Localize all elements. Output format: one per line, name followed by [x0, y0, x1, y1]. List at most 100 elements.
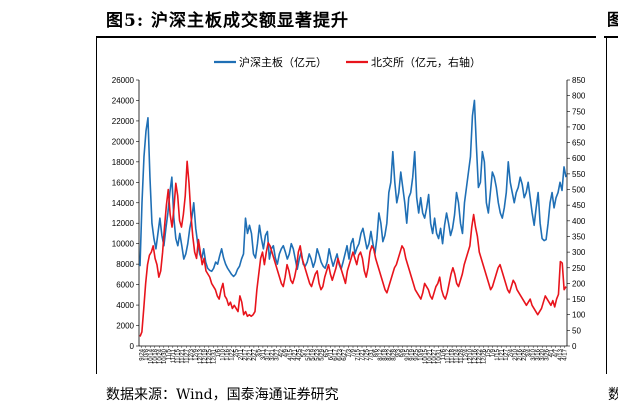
x-tick-label: 10/21	[428, 348, 434, 364]
x-tick-label: 6/27	[342, 348, 348, 360]
x-tick-label: 12/25	[207, 348, 213, 364]
right-tick-label: 400	[572, 217, 586, 226]
x-tick-label: 12/31	[211, 348, 217, 364]
x-tick-label: 6/17	[333, 348, 339, 360]
left-tick-label: 10000	[112, 240, 135, 249]
x-tick-label: 12/4	[464, 348, 470, 360]
series-line-bse	[139, 160, 567, 337]
x-tick-label: 12/3	[189, 348, 195, 360]
right-tick-label: 350	[572, 232, 586, 241]
x-tick-label: 4/25	[297, 348, 303, 360]
left-tick-label: 24000	[112, 96, 135, 105]
x-tick-label: 10/31	[437, 348, 443, 364]
left-tick-label: 22000	[112, 117, 135, 126]
x-tick-label: 3/20	[540, 348, 546, 360]
right-tick-label: 200	[572, 279, 586, 288]
x-tick-label: 12/9	[193, 348, 199, 360]
x-tick-label: 4/21	[292, 348, 298, 360]
right-tick-label: 50	[572, 326, 581, 335]
x-tick-label: 1/9	[491, 348, 497, 357]
data-source-note: 数据来源：Wind，国泰海通证券研究	[106, 387, 339, 403]
edge-figure-mark: 图	[607, 10, 618, 29]
x-tick-label: 11/5	[166, 348, 172, 360]
x-tick-label: 12/19	[202, 348, 208, 364]
x-tick-label: 6/23	[337, 348, 343, 360]
x-tick-label: 5/23	[315, 348, 321, 360]
x-tick-label: 10/9	[419, 348, 425, 360]
right-tick-label: 850	[572, 76, 586, 85]
x-tick-label: 4/1	[549, 348, 555, 357]
edge-source-mark: 数	[608, 387, 618, 403]
x-tick-label: 11/18	[450, 348, 456, 363]
x-tick-label: 7/15	[356, 348, 362, 360]
x-tick-label: 4/7	[554, 348, 560, 357]
x-tick-label: 5/13	[306, 348, 312, 360]
x-tick-label: 9/3	[396, 348, 402, 357]
x-tick-label: 2/27	[252, 348, 258, 360]
x-tick-label: 11/27	[184, 348, 190, 363]
x-tick-label: 4/2	[279, 348, 285, 357]
x-tick-label: 11/21	[180, 348, 186, 363]
x-tick-label: 2/21	[247, 348, 253, 360]
x-tick-label: 11/6	[441, 348, 447, 360]
figure-title: 图5: 沪深主板成交额显著提升	[106, 11, 350, 31]
left-tick-label: 4000	[116, 301, 134, 310]
chart-legend: 沪深主板（亿元） 北交所（亿元，右轴）	[214, 55, 481, 69]
x-tick-label: 3/11	[261, 348, 267, 360]
x-tick-label: 11/12	[446, 348, 452, 363]
x-tick-label: 3/26	[545, 348, 551, 360]
series-line-main-board	[139, 99, 567, 278]
x-tick-label: 2/16	[518, 348, 524, 360]
x-tick-label: 5/29	[319, 348, 325, 360]
x-tick-label: 11/28	[459, 348, 465, 363]
x-tick-label: 4/15	[288, 348, 294, 360]
x-tick-label: 12/10	[468, 348, 474, 364]
left-tick-label: 14000	[112, 199, 135, 208]
x-tick-label: 10/15	[423, 348, 429, 364]
x-tick-label: 1/22	[229, 348, 235, 360]
left-tick-label: 2000	[116, 322, 134, 331]
legend-label-bse: 北交所（亿元，右轴）	[371, 55, 481, 69]
x-tick-label: 2/11	[238, 348, 244, 360]
left-tick-label: 16000	[112, 178, 135, 187]
x-tick-label: 3/4	[527, 348, 533, 357]
x-tick-label: 1/16	[225, 348, 231, 360]
x-tick-label: 10/27	[432, 348, 438, 364]
x-tick-label: 8/6	[374, 348, 380, 357]
x-tick-label: 6/11	[328, 348, 334, 360]
x-tick-label: 6/5	[324, 348, 330, 357]
right-tick-label: 550	[572, 170, 586, 179]
x-tick-label: 4/9	[283, 348, 289, 357]
edge-rule	[604, 36, 618, 38]
chart-series	[139, 99, 567, 337]
x-tick-label: 1/6	[216, 348, 222, 357]
x-tick-label: 7/9	[351, 348, 357, 357]
x-tick-label: 5/19	[310, 348, 316, 360]
right-tick-label: 650	[572, 139, 586, 148]
x-tick-label: 9/25	[414, 348, 420, 360]
right-tick-label: 450	[572, 201, 586, 210]
x-tick-label: 10/30	[162, 348, 168, 364]
x-tick-label: 7/21	[360, 348, 366, 360]
right-tick-label: 700	[572, 123, 586, 132]
x-tick-label: 8/22	[387, 348, 393, 360]
x-tick-label: 9/9	[401, 348, 407, 357]
x-tick-label: 12/26	[482, 348, 488, 364]
right-tick-label: 150	[572, 295, 586, 304]
right-tick-label: 500	[572, 186, 586, 195]
x-tick-label: 1/15	[495, 348, 501, 360]
x-tick-label: 1/21	[500, 348, 506, 360]
right-tick-label: 600	[572, 154, 586, 163]
right-tick-label: 300	[572, 248, 586, 257]
x-tick-label: 3/5	[256, 348, 262, 357]
right-tick-label: 0	[572, 342, 577, 351]
x-tick-label: 2/5	[234, 348, 240, 357]
x-tick-label: 12/13	[198, 348, 204, 364]
left-tick-label: 20000	[112, 137, 135, 146]
x-tick-label: 11/15	[175, 348, 181, 363]
right-tick-label: 100	[572, 311, 586, 320]
x-tick-label: 9/19	[410, 348, 416, 360]
x-tick-label: 3/27	[274, 348, 280, 360]
x-tick-label: 9/15	[405, 348, 411, 360]
